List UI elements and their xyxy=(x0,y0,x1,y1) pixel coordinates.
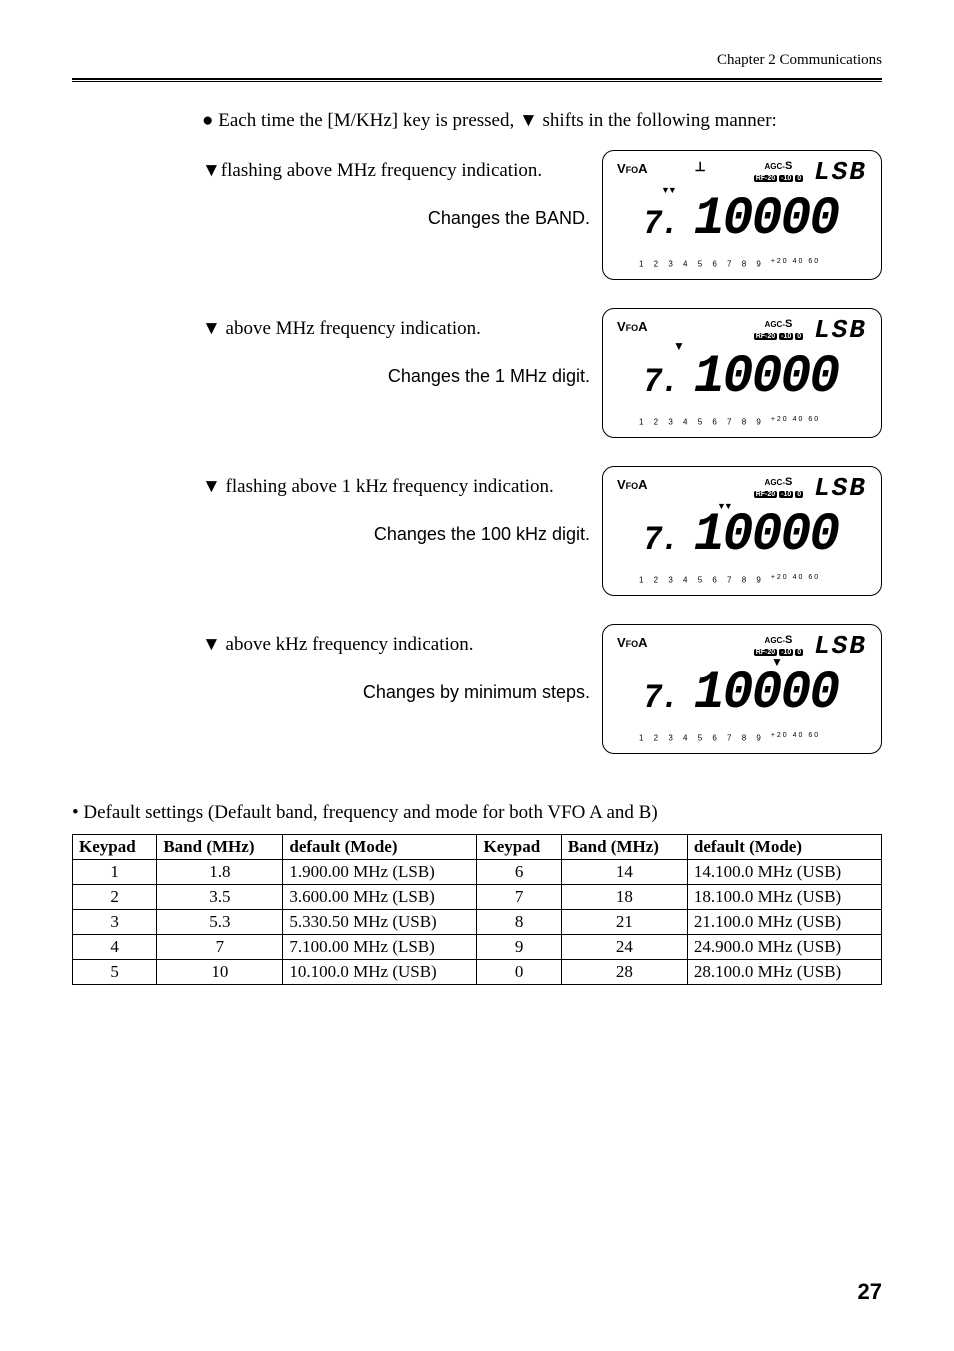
table-cell: 3 xyxy=(73,910,157,935)
marker-icon: ▼▼ xyxy=(661,185,675,195)
s-meter-scale: 1 2 3 4 5 6 7 8 9+20 40 60 xyxy=(639,416,820,427)
mode-label: LSB xyxy=(814,473,867,503)
section: ▼flashing above MHz frequency indication… xyxy=(202,150,882,280)
table-row: 23.53.600.00 MHz (LSB)71818.100.0 MHz (U… xyxy=(73,885,882,910)
table-cell: 1.8 xyxy=(157,860,283,885)
table-header: Keypad xyxy=(73,835,157,860)
lcd-panel: VFOA AGC-SRF-20-100 LSB ▼7.10000 1 2 3 4 5 6… xyxy=(602,308,882,438)
table-cell: 10 xyxy=(157,960,283,985)
table-cell: 1 xyxy=(73,860,157,885)
defaults-caption: • Default settings (Default band, freque… xyxy=(72,802,882,824)
lcd-panel: VFOAAGC-SRF-20-100LSB▼7.100001 2 3 4 5 6… xyxy=(602,624,882,754)
section: ▼ flashing above 1 kHz frequency indicat… xyxy=(202,466,882,596)
table-cell: 4 xyxy=(73,935,157,960)
vfo-label: VFOA xyxy=(617,319,648,334)
table-cell: 7 xyxy=(157,935,283,960)
table-row: 35.35.330.50 MHz (USB)82121.100.0 MHz (U… xyxy=(73,910,882,935)
lcd-panel: VFOA ⟂ AGC-SRF-20-100 LSB ▼▼7.10000 1 2 3 4 5… xyxy=(602,150,882,280)
table-cell: 6 xyxy=(477,860,561,885)
section-text: ▼ flashing above 1 kHz frequency indicat… xyxy=(202,466,602,545)
table-cell: 8 xyxy=(477,910,561,935)
section: ▼ above kHz frequency indication.Changes… xyxy=(202,624,882,754)
table-row: 11.81.900.00 MHz (LSB)61414.100.0 MHz (U… xyxy=(73,860,882,885)
table-cell: 7.100.00 MHz (LSB) xyxy=(283,935,477,960)
table-header: Band (MHz) xyxy=(157,835,283,860)
defaults-table: KeypadBand (MHz)default (Mode)KeypadBand… xyxy=(72,834,882,985)
frequency-display: 7.10000 xyxy=(617,347,867,408)
table-cell: 5.3 xyxy=(157,910,283,935)
table-header: default (Mode) xyxy=(283,835,477,860)
section-text: ▼ above kHz frequency indication.Changes… xyxy=(202,624,602,703)
frequency-display: 7.10000 xyxy=(617,505,867,566)
table-cell: 14.100.0 MHz (USB) xyxy=(687,860,881,885)
table-cell: 5.330.50 MHz (USB) xyxy=(283,910,477,935)
table-cell: 14 xyxy=(561,860,687,885)
table-cell: 28 xyxy=(561,960,687,985)
intro-line: ● Each time the [M/KHz] key is pressed, … xyxy=(202,110,882,132)
table-cell: 21 xyxy=(561,910,687,935)
chapter-header: Chapter 2 Communications xyxy=(717,52,882,69)
page-number: 27 xyxy=(858,1279,882,1305)
s-meter-scale: 1 2 3 4 5 6 7 8 9+20 40 60 xyxy=(639,574,820,585)
mode-label: LSB xyxy=(814,631,867,661)
table-cell: 5 xyxy=(73,960,157,985)
mode-label: LSB xyxy=(814,315,867,345)
agc-block: AGC-SRF-20-100 xyxy=(753,161,804,184)
agc-block: AGC-SRF-20-100 xyxy=(753,477,804,500)
marker-icon: ▼ xyxy=(673,339,685,353)
vfo-label: VFOA xyxy=(617,161,648,176)
section-text: ▼ above MHz frequency indication.Changes… xyxy=(202,308,602,387)
table-row: 51010.100.0 MHz (USB)02828.100.0 MHz (US… xyxy=(73,960,882,985)
table-cell: 24.900.0 MHz (USB) xyxy=(687,935,881,960)
vfo-label: VFOA xyxy=(617,635,648,650)
mode-label: LSB xyxy=(814,157,867,187)
table-header: Band (MHz) xyxy=(561,835,687,860)
table-cell: 9 xyxy=(477,935,561,960)
s-meter-scale: 1 2 3 4 5 6 7 8 9+20 40 60 xyxy=(639,732,820,743)
table-cell: 3.600.00 MHz (LSB) xyxy=(283,885,477,910)
section-text: ▼flashing above MHz frequency indication… xyxy=(202,150,602,229)
table-header: default (Mode) xyxy=(687,835,881,860)
table-cell: 18 xyxy=(561,885,687,910)
antenna-icon: ⟂ xyxy=(695,161,704,171)
header-rule xyxy=(72,78,882,82)
vfo-label: VFOA xyxy=(617,477,648,492)
frequency-display: 7.10000 xyxy=(617,189,867,250)
table-row: 477.100.00 MHz (LSB)92424.900.0 MHz (USB… xyxy=(73,935,882,960)
table-cell: 18.100.0 MHz (USB) xyxy=(687,885,881,910)
table-cell: 3.5 xyxy=(157,885,283,910)
frequency-display: 7.10000 xyxy=(617,663,867,724)
table-cell: 0 xyxy=(477,960,561,985)
table-cell: 21.100.0 MHz (USB) xyxy=(687,910,881,935)
table-cell: 10.100.0 MHz (USB) xyxy=(283,960,477,985)
lcd-panel: VFOAAGC-SRF-20-100LSB▼▼7.100001 2 3 4 5 … xyxy=(602,466,882,596)
section: ▼ above MHz frequency indication.Changes… xyxy=(202,308,882,438)
table-cell: 7 xyxy=(477,885,561,910)
table-cell: 2 xyxy=(73,885,157,910)
page-content: ● Each time the [M/KHz] key is pressed, … xyxy=(72,110,882,985)
table-header: Keypad xyxy=(477,835,561,860)
agc-block: AGC-SRF-20-100 xyxy=(753,319,804,342)
table-cell: 24 xyxy=(561,935,687,960)
table-cell: 1.900.00 MHz (LSB) xyxy=(283,860,477,885)
s-meter-scale: 1 2 3 4 5 6 7 8 9+20 40 60 xyxy=(639,258,820,269)
table-cell: 28.100.0 MHz (USB) xyxy=(687,960,881,985)
